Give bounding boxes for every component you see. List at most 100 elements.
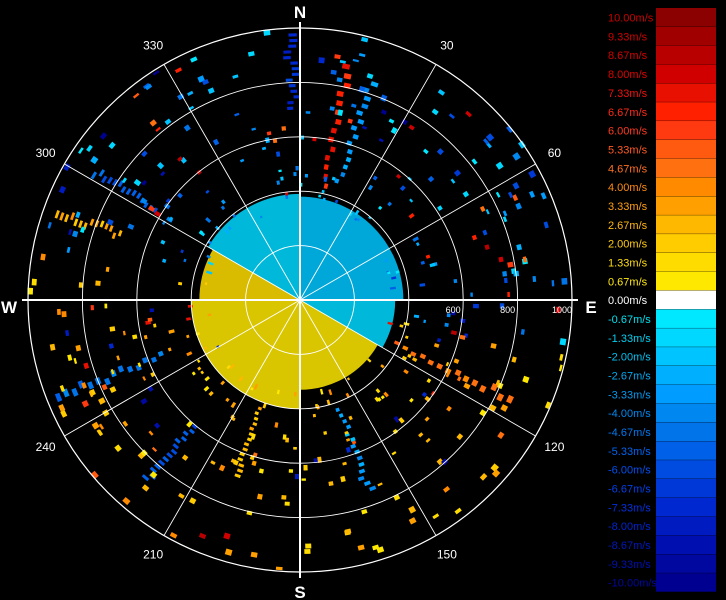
range-gate	[450, 178, 456, 184]
range-gate	[471, 158, 478, 165]
range-gate	[293, 95, 300, 99]
range-gate	[323, 164, 329, 171]
range-gate	[293, 446, 297, 450]
range-gate	[149, 119, 157, 127]
range-gate	[141, 484, 150, 492]
range-gate	[338, 413, 344, 418]
range-gate	[446, 405, 452, 412]
range-gate	[155, 126, 161, 132]
range-gate	[78, 282, 83, 288]
range-gate	[341, 63, 351, 70]
range-gate	[384, 258, 389, 263]
range-gate	[78, 147, 84, 154]
range-gate	[421, 391, 428, 398]
range-gate	[141, 357, 149, 364]
range-gate	[250, 387, 254, 391]
range-gate	[512, 182, 520, 190]
range-gate	[71, 387, 79, 397]
range-gate	[180, 249, 184, 254]
range-gate	[197, 366, 202, 371]
range-gate	[208, 390, 214, 397]
range-gate	[357, 544, 365, 551]
range-gate	[558, 364, 563, 372]
range-gate	[348, 212, 353, 217]
legend-label: 6.67m/s	[608, 107, 648, 119]
range-gate	[347, 118, 353, 124]
legend-label: 4.67m/s	[608, 163, 648, 175]
range-gate	[426, 378, 432, 384]
range-gate	[506, 394, 514, 404]
range-gate	[396, 173, 402, 179]
legend-swatch	[656, 573, 716, 592]
range-gate	[543, 221, 549, 229]
range-gate	[491, 469, 501, 478]
range-gate	[68, 228, 73, 236]
azimuth-spoke	[64, 299, 301, 437]
range-gate	[516, 243, 523, 251]
range-gate	[168, 329, 175, 334]
range-gate	[419, 283, 426, 287]
range-gate	[247, 51, 255, 57]
range-gate	[389, 286, 396, 290]
range-gate	[101, 175, 108, 184]
range-gate	[80, 226, 86, 233]
range-gate	[345, 424, 352, 430]
range-gate	[312, 136, 317, 142]
legend-label: -3.33m/s	[608, 389, 651, 401]
range-gate	[172, 443, 180, 450]
range-gate	[408, 124, 415, 131]
range-gate	[335, 407, 340, 413]
legend-label: -9.33m/s	[608, 559, 651, 571]
velocity-sector	[300, 300, 378, 390]
range-gate	[366, 358, 372, 363]
range-gate	[120, 186, 127, 194]
range-gate	[132, 92, 140, 99]
range-tick-label: 1000	[552, 305, 572, 315]
range-gate	[551, 280, 555, 287]
range-gate	[512, 152, 521, 161]
legend-swatch	[656, 347, 716, 366]
range-gate	[351, 440, 357, 445]
legend-swatch	[656, 554, 716, 573]
range-gate	[335, 118, 342, 126]
range-gate	[91, 421, 100, 430]
range-gate	[214, 225, 220, 231]
range-gate	[126, 365, 134, 373]
range-gate	[154, 463, 162, 470]
range-gate	[64, 214, 70, 223]
legend-label: -4.00m/s	[608, 408, 651, 420]
legend-label: -7.33m/s	[608, 502, 651, 514]
range-gate	[98, 423, 105, 430]
range-gate	[108, 343, 114, 349]
range-gate	[177, 192, 183, 199]
range-gate	[499, 303, 505, 309]
range-gate	[370, 81, 379, 88]
range-gate	[346, 377, 351, 381]
range-gate	[186, 334, 190, 339]
range-gate	[403, 369, 409, 375]
range-gate	[207, 87, 215, 94]
range-gate	[511, 356, 517, 363]
range-gate	[350, 103, 357, 108]
range-gate	[67, 354, 73, 361]
range-gate	[350, 436, 356, 442]
range-gate	[342, 461, 347, 466]
range-gate	[330, 127, 338, 134]
legend-label: -6.67m/s	[608, 484, 651, 496]
range-gate	[429, 262, 436, 268]
legend-label: 2.67m/s	[608, 220, 648, 232]
range-gate	[528, 190, 536, 198]
range-gate	[454, 369, 462, 377]
range-gate	[72, 230, 79, 238]
azimuth-axes	[22, 22, 578, 578]
range-gate	[285, 191, 289, 196]
range-gate	[317, 456, 322, 463]
legend-swatch	[656, 535, 716, 555]
range-gate	[238, 463, 245, 468]
range-gate	[212, 138, 220, 146]
range-gate	[559, 338, 567, 346]
range-gate	[334, 178, 340, 184]
range-gate	[424, 416, 430, 422]
range-gate	[418, 432, 424, 438]
range-gate	[445, 361, 450, 367]
